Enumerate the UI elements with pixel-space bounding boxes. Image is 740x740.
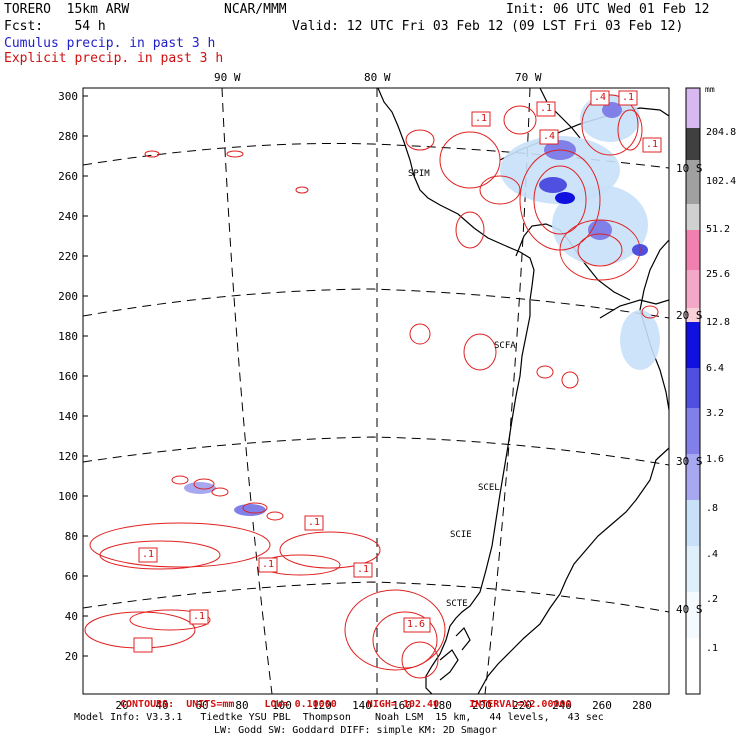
y-tick-label: 220: [58, 250, 78, 263]
contours-info: CONTOURS: UNITS=mm LOW= 0.10000 HIGH= 10…: [120, 699, 572, 710]
x-tick-label: 200: [472, 699, 492, 712]
y-tick-label: 160: [58, 370, 78, 383]
contour-label: 1.6: [407, 619, 426, 630]
colorbar-label: 102.4: [706, 176, 737, 187]
colorbar: [685, 87, 701, 695]
x-tick-label: 260: [592, 699, 612, 712]
colorbar-label: 25.6: [706, 269, 731, 280]
lat-label: 10 S: [676, 162, 703, 175]
y-tick-label: 240: [58, 210, 78, 223]
contour-label: .4: [594, 92, 607, 103]
x-tick-label: 100: [272, 699, 292, 712]
axis-ticks: [83, 95, 88, 657]
model-info-physics: LW: Godd SW: Goddard DIFF: simple KM: 2D…: [214, 725, 497, 736]
contour-label: .1: [193, 611, 206, 622]
contour-label: .1: [475, 113, 488, 124]
contour-label: .1: [308, 517, 321, 528]
contour-label: .1: [540, 103, 553, 114]
colorbar-label: .8: [706, 503, 719, 514]
colorbar-label: 3.2: [706, 408, 725, 419]
graticule: [83, 88, 669, 694]
y-tick-label: 140: [58, 410, 78, 423]
y-tick-label: 180: [58, 330, 78, 343]
map-frame: [82, 87, 670, 695]
explicit-legend: Explicit precip. in past 3 h: [4, 51, 224, 66]
contour-label: .4: [543, 131, 556, 142]
contour-label: .1: [262, 559, 275, 570]
station-label: SCFA: [494, 341, 516, 351]
lon-label: 70 W: [515, 71, 542, 84]
x-tick-label: 40: [155, 699, 169, 712]
x-tick-label: 140: [352, 699, 372, 712]
x-tick-label: 240: [552, 699, 572, 712]
y-tick-label: 260: [58, 170, 78, 183]
contour-label: .1: [622, 92, 635, 103]
y-tick-label: 120: [58, 450, 78, 463]
x-tick-label: 20: [115, 699, 129, 712]
x-tick-label: 60: [195, 699, 209, 712]
y-tick-label: 100: [58, 490, 78, 503]
colorbar-units: mm: [705, 85, 715, 94]
x-tick-label: 220: [512, 699, 532, 712]
contour-label: .1: [357, 564, 370, 575]
colorbar-label: 6.4: [706, 363, 725, 374]
forecast-hour: Fcst: 54 h: [4, 19, 106, 34]
lat-label: 30 S: [676, 455, 703, 468]
model-info: Model Info: V3.3.1 Tiedtke YSU PBL Thomp…: [74, 712, 604, 723]
colorbar-label: 51.2: [706, 224, 731, 235]
y-tick-label: 200: [58, 290, 78, 303]
station-label: SCTE: [446, 599, 468, 609]
y-tick-label: 80: [64, 530, 78, 543]
y-tick-label: 20: [64, 650, 78, 663]
lat-label: 40 S: [676, 603, 703, 616]
contour-label: .1: [646, 139, 659, 150]
station-label: SCEL: [478, 483, 500, 493]
x-tick-label: 120: [312, 699, 332, 712]
colorbar-label: .2: [706, 594, 719, 605]
colorbar-label: 1.6: [706, 454, 725, 465]
y-tick-label: 60: [64, 570, 78, 583]
colorbar-label: 204.8: [706, 127, 737, 138]
lon-label: 90 W: [214, 71, 241, 84]
contour-label-boxes: [133, 90, 662, 653]
center-label: NCAR/MMM: [224, 2, 287, 17]
y-tick-label: 40: [64, 610, 78, 623]
cumulus-precip: [184, 94, 660, 516]
colorbar-label: 12.8: [706, 317, 731, 328]
model-title: TORERO 15km ARW: [4, 2, 130, 17]
y-tick-label: 280: [58, 130, 78, 143]
colorbar-label: .4: [706, 549, 719, 560]
init-time: Init: 06 UTC Wed 01 Feb 12: [506, 2, 710, 17]
y-tick-label: 300: [58, 90, 78, 103]
valid-time: Valid: 12 UTC Fri 03 Feb 12 (09 LST Fri …: [292, 19, 684, 34]
x-tick-label: 180: [432, 699, 452, 712]
lat-label: 20 S: [676, 309, 703, 322]
cumulus-legend: Cumulus precip. in past 3 h: [4, 36, 216, 51]
station-label: SPIM: [408, 169, 430, 179]
station-label: SCIE: [450, 530, 472, 540]
x-tick-label: 160: [392, 699, 412, 712]
contour-label: .1: [142, 549, 155, 560]
lon-label: 80 W: [364, 71, 391, 84]
x-tick-label: 80: [235, 699, 249, 712]
colorbar-label: .1: [706, 643, 719, 654]
x-tick-label: 280: [632, 699, 652, 712]
